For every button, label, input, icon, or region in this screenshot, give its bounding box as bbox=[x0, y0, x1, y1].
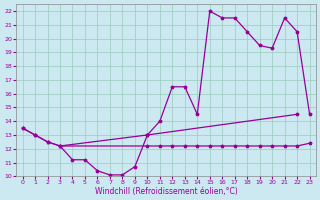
X-axis label: Windchill (Refroidissement éolien,°C): Windchill (Refroidissement éolien,°C) bbox=[95, 187, 237, 196]
